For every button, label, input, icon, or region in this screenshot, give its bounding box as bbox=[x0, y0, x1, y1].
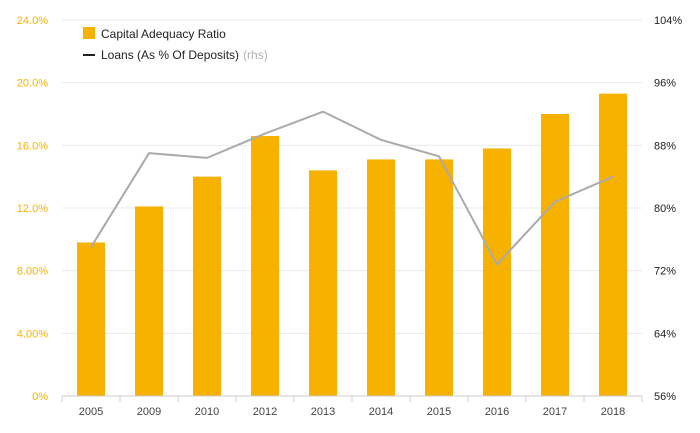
x-tick-label: 2017 bbox=[543, 406, 567, 418]
y-left-tick-label: 8.00% bbox=[17, 266, 48, 278]
x-tick-label: 2009 bbox=[137, 406, 161, 418]
bar bbox=[251, 135, 279, 396]
y-right-tick-label: 104% bbox=[654, 15, 682, 27]
y-left-tick-label: 24.0% bbox=[17, 15, 48, 27]
y-left-tick-label: 12.0% bbox=[17, 203, 48, 215]
y-right-tick-label: 96% bbox=[654, 78, 676, 90]
y-right-tick-label: 80% bbox=[654, 203, 676, 215]
y-right-tick-label: 64% bbox=[654, 328, 676, 340]
legend-label-capital-adequacy: Capital Adequacy Ratio bbox=[101, 27, 226, 41]
bar bbox=[193, 176, 221, 396]
y-right-tick-label: 56% bbox=[654, 391, 676, 403]
x-tick-label: 2018 bbox=[601, 406, 625, 418]
legend: Capital Adequacy Ratio Loans (As % Of De… bbox=[83, 27, 268, 62]
loans-line-series bbox=[90, 110, 614, 266]
legend-label-loans-name: Loans (As % Of Deposits) bbox=[101, 48, 239, 62]
y-left-tick-label: 4.00% bbox=[17, 328, 48, 340]
axes: 0% 4.00% 8.00% 12.0% 16.0% 20.0% 24.0% 56% 64% 72… bbox=[17, 15, 683, 418]
y-left-tick-label: 0% bbox=[32, 391, 48, 403]
capital-adequacy-bars bbox=[77, 93, 627, 396]
y-left-tick-label: 20.0% bbox=[17, 78, 48, 90]
legend-label-loans-rhs: (rhs) bbox=[243, 48, 268, 62]
x-tick-label: 2014 bbox=[369, 406, 393, 418]
x-tick-label: 2015 bbox=[427, 406, 451, 418]
legend-label-loans: Loans (As % Of Deposits) (rhs) bbox=[101, 48, 268, 62]
bar bbox=[541, 114, 569, 396]
y-left-tick-label: 16.0% bbox=[17, 140, 48, 152]
y-right-tick-label: 72% bbox=[654, 266, 676, 278]
x-tick-label: 2016 bbox=[485, 406, 509, 418]
bar bbox=[77, 242, 105, 396]
x-tick-label: 2010 bbox=[195, 406, 219, 418]
bar bbox=[367, 159, 395, 396]
bar bbox=[599, 93, 627, 396]
loans-line bbox=[90, 110, 614, 266]
bar bbox=[425, 159, 453, 396]
x-tick-label: 2013 bbox=[311, 406, 335, 418]
legend-swatch-capital-adequacy bbox=[83, 27, 95, 39]
bar bbox=[483, 148, 511, 396]
bar bbox=[309, 170, 337, 396]
y-right-tick-label: 88% bbox=[654, 140, 676, 152]
x-tick-label: 2005 bbox=[79, 406, 103, 418]
x-tick-label: 2012 bbox=[253, 406, 277, 418]
bar bbox=[135, 206, 163, 396]
